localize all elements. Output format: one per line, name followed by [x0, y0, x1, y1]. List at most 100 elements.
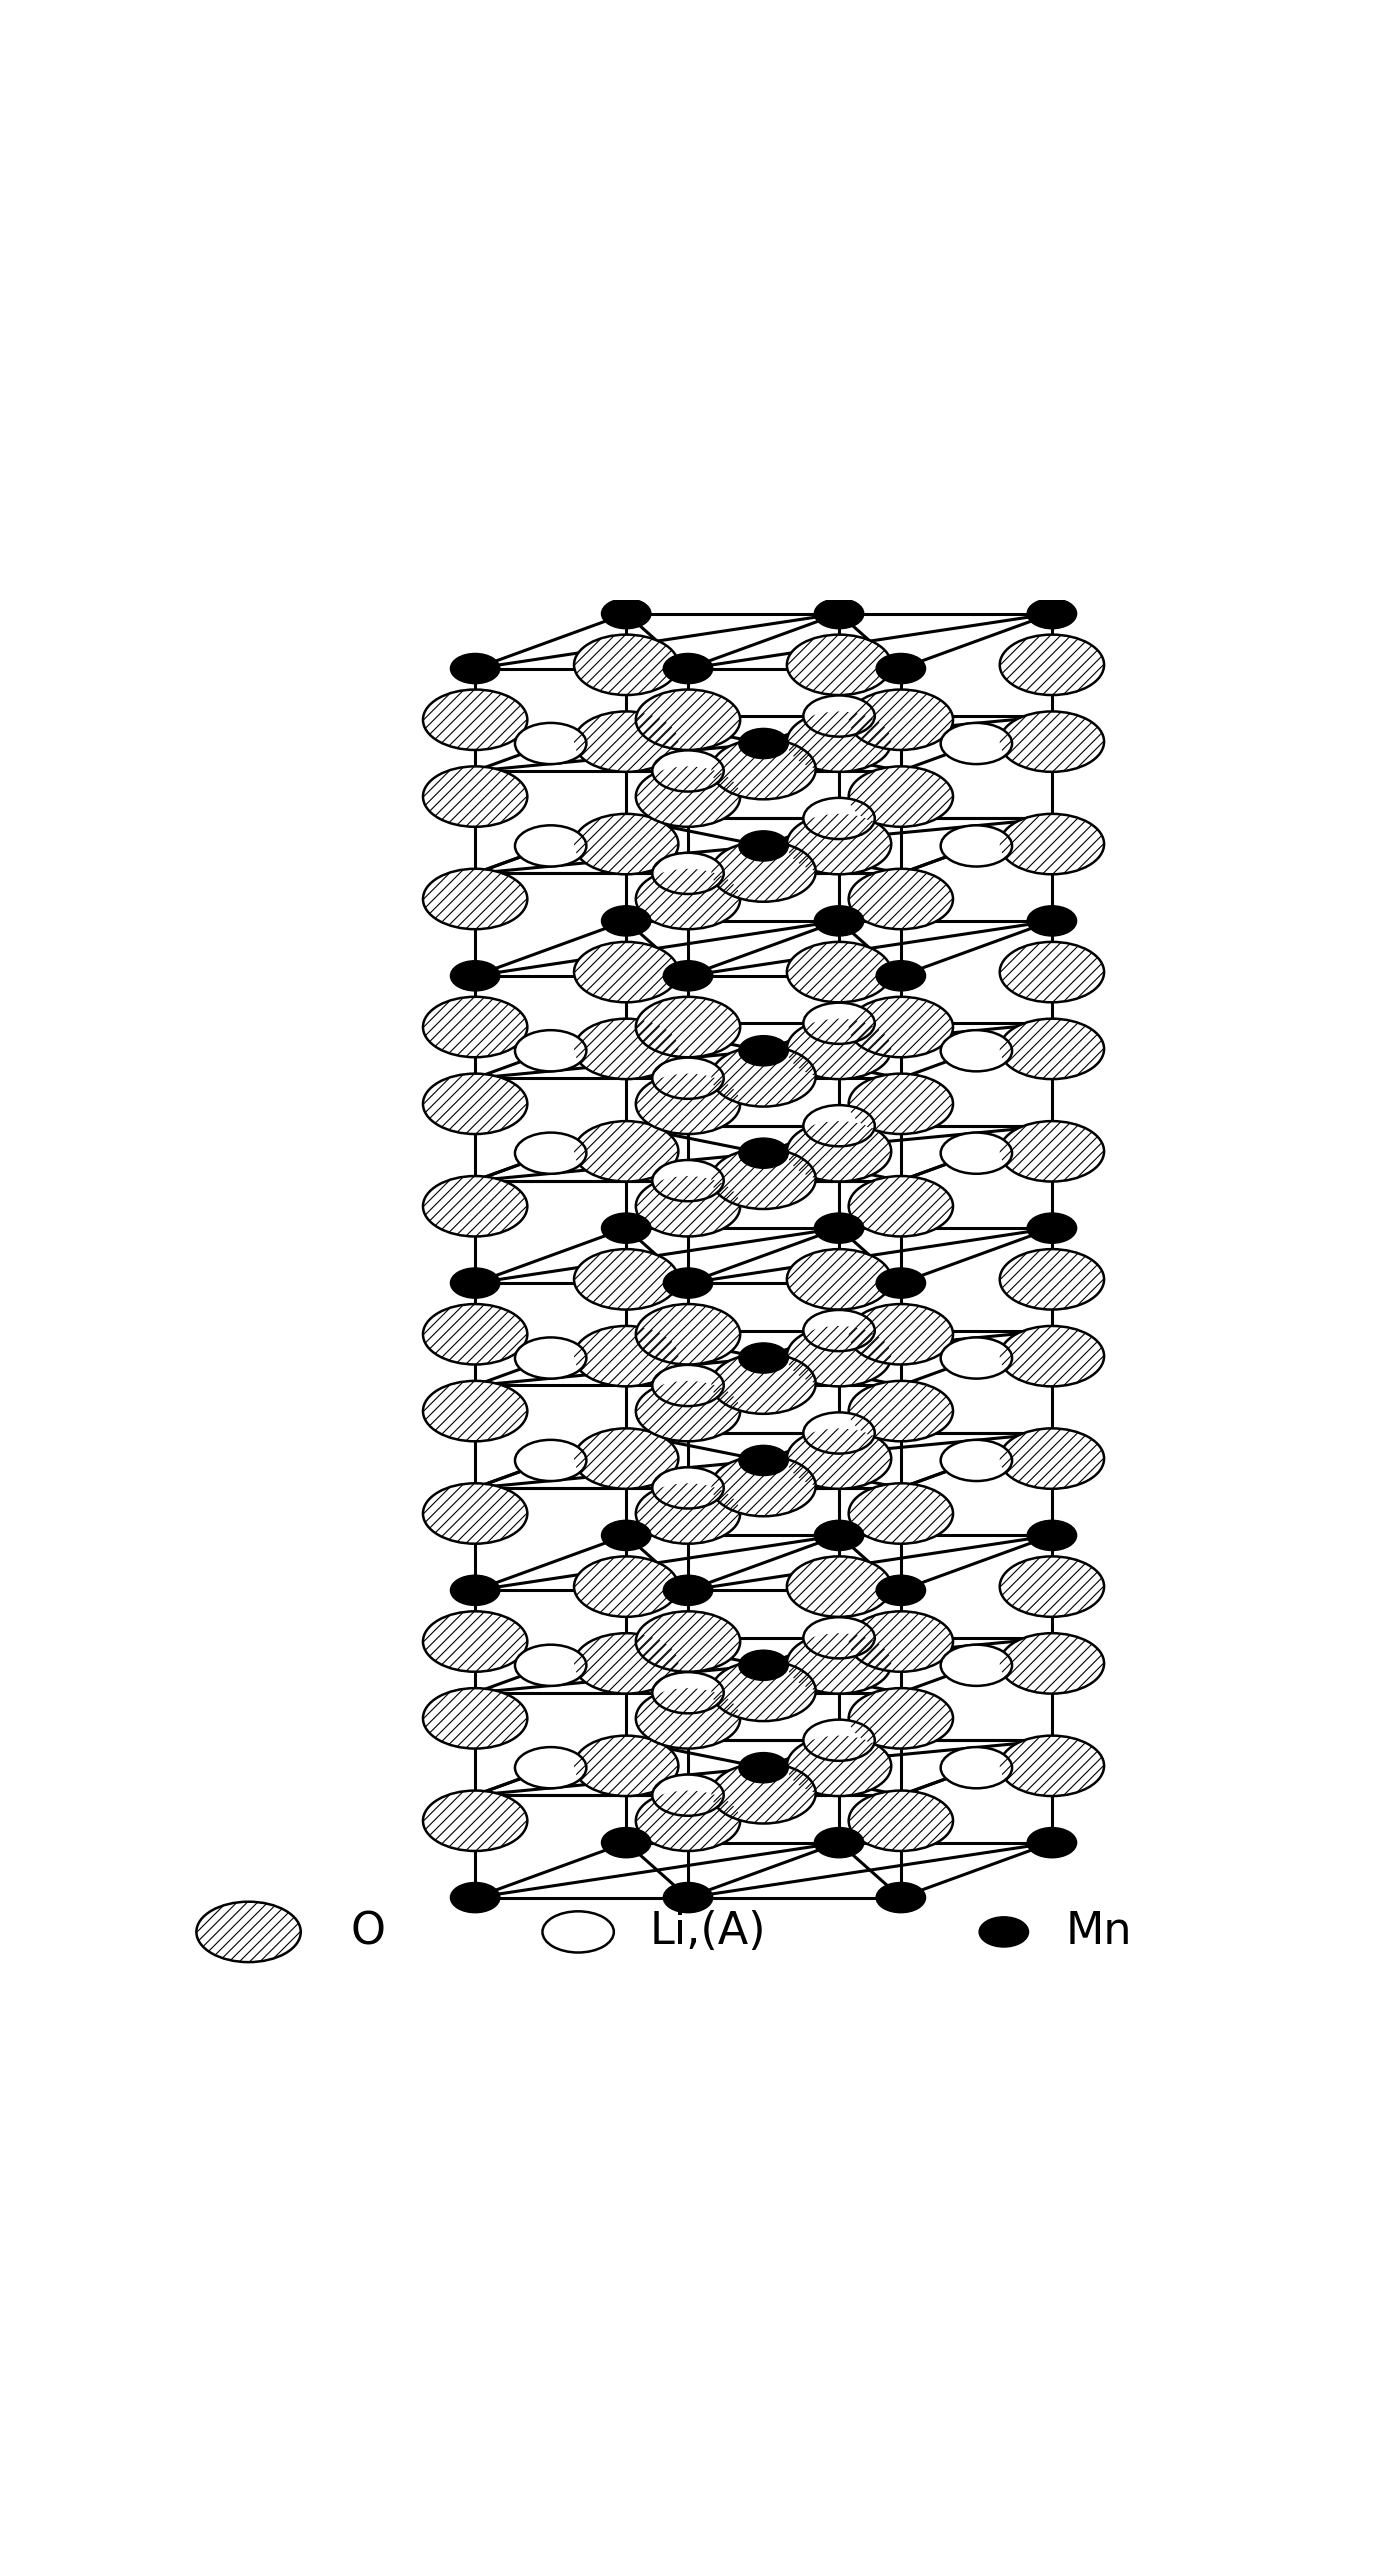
Ellipse shape — [515, 826, 586, 867]
Ellipse shape — [574, 636, 678, 695]
Text: Li,(A): Li,(A) — [649, 1909, 766, 1953]
Ellipse shape — [422, 870, 527, 929]
Ellipse shape — [574, 1428, 678, 1490]
Ellipse shape — [849, 690, 954, 749]
Ellipse shape — [652, 1160, 724, 1202]
Ellipse shape — [1028, 906, 1076, 937]
Ellipse shape — [787, 1634, 892, 1693]
Ellipse shape — [663, 1883, 713, 1912]
Ellipse shape — [422, 996, 527, 1058]
Ellipse shape — [601, 1827, 651, 1858]
Ellipse shape — [711, 738, 816, 800]
Ellipse shape — [849, 1176, 954, 1238]
Ellipse shape — [515, 1441, 586, 1482]
Ellipse shape — [804, 798, 875, 839]
Ellipse shape — [711, 841, 816, 901]
Ellipse shape — [652, 1775, 724, 1817]
Ellipse shape — [574, 813, 678, 875]
Ellipse shape — [739, 1137, 788, 1168]
Ellipse shape — [422, 767, 527, 826]
Ellipse shape — [941, 1644, 1013, 1685]
Ellipse shape — [574, 1737, 678, 1796]
Ellipse shape — [711, 1353, 816, 1413]
Ellipse shape — [515, 1132, 586, 1173]
Ellipse shape — [804, 1310, 875, 1351]
Ellipse shape — [849, 1482, 954, 1544]
Ellipse shape — [1000, 636, 1104, 695]
Ellipse shape — [941, 1747, 1013, 1788]
Ellipse shape — [601, 906, 651, 937]
Ellipse shape — [739, 831, 788, 862]
Ellipse shape — [422, 1611, 527, 1672]
Ellipse shape — [652, 1058, 724, 1099]
Ellipse shape — [636, 1305, 740, 1364]
Ellipse shape — [804, 1618, 875, 1660]
Ellipse shape — [663, 1268, 713, 1299]
Ellipse shape — [739, 1446, 788, 1474]
Ellipse shape — [849, 1305, 954, 1364]
Ellipse shape — [663, 960, 713, 991]
Ellipse shape — [787, 1737, 892, 1796]
Ellipse shape — [877, 1575, 926, 1606]
Ellipse shape — [515, 1747, 586, 1788]
Ellipse shape — [877, 1883, 926, 1912]
Ellipse shape — [1000, 813, 1104, 875]
Ellipse shape — [849, 996, 954, 1058]
Ellipse shape — [422, 1688, 527, 1750]
Ellipse shape — [849, 767, 954, 826]
Ellipse shape — [636, 1482, 740, 1544]
Ellipse shape — [1028, 1827, 1076, 1858]
Ellipse shape — [787, 1019, 892, 1078]
Ellipse shape — [849, 1791, 954, 1850]
Ellipse shape — [849, 1382, 954, 1441]
Ellipse shape — [636, 1382, 740, 1441]
Ellipse shape — [711, 1456, 816, 1515]
Ellipse shape — [711, 1148, 816, 1209]
Ellipse shape — [422, 1305, 527, 1364]
Ellipse shape — [450, 1575, 499, 1606]
Ellipse shape — [422, 1176, 527, 1238]
Ellipse shape — [815, 906, 864, 937]
Ellipse shape — [941, 1029, 1013, 1070]
Ellipse shape — [877, 654, 926, 684]
Ellipse shape — [574, 1248, 678, 1310]
Ellipse shape — [652, 1467, 724, 1508]
Ellipse shape — [815, 1521, 864, 1552]
Ellipse shape — [422, 690, 527, 749]
Ellipse shape — [1000, 1122, 1104, 1181]
Ellipse shape — [197, 1901, 301, 1963]
Ellipse shape — [787, 942, 892, 1003]
Ellipse shape — [450, 654, 499, 684]
Ellipse shape — [787, 1248, 892, 1310]
Ellipse shape — [574, 713, 678, 772]
Ellipse shape — [787, 713, 892, 772]
Ellipse shape — [450, 1268, 499, 1299]
Ellipse shape — [636, 690, 740, 749]
Ellipse shape — [787, 1122, 892, 1181]
Ellipse shape — [787, 1325, 892, 1387]
Ellipse shape — [542, 1912, 614, 1953]
Ellipse shape — [739, 1649, 788, 1680]
Ellipse shape — [739, 1752, 788, 1783]
Ellipse shape — [601, 600, 651, 628]
Ellipse shape — [601, 1521, 651, 1552]
Ellipse shape — [1000, 1428, 1104, 1490]
Ellipse shape — [652, 1364, 724, 1405]
Ellipse shape — [422, 1382, 527, 1441]
Ellipse shape — [849, 1688, 954, 1750]
Ellipse shape — [636, 1073, 740, 1135]
Ellipse shape — [804, 695, 875, 736]
Ellipse shape — [849, 1073, 954, 1135]
Ellipse shape — [711, 1763, 816, 1824]
Text: O: O — [351, 1909, 385, 1953]
Ellipse shape — [574, 1557, 678, 1616]
Ellipse shape — [450, 1883, 499, 1912]
Ellipse shape — [941, 1338, 1013, 1379]
Ellipse shape — [1000, 1557, 1104, 1616]
Ellipse shape — [1000, 942, 1104, 1003]
Ellipse shape — [1028, 1521, 1076, 1552]
Ellipse shape — [574, 1634, 678, 1693]
Text: Mn: Mn — [1065, 1909, 1132, 1953]
Ellipse shape — [849, 870, 954, 929]
Ellipse shape — [941, 1132, 1013, 1173]
